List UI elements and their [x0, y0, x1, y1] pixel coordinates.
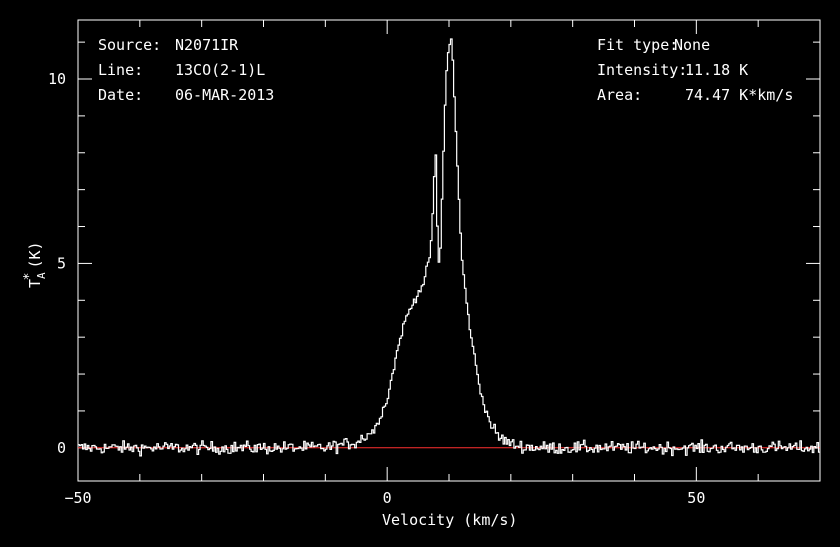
date-key: Date:: [98, 86, 143, 104]
source-key: Source:: [98, 36, 161, 54]
source-value: N2071IR: [175, 36, 239, 54]
x-axis-label: Velocity (km/s): [382, 511, 517, 529]
header-left: Source: N2071IR Line: 13CO(2-1)L Date: 0…: [98, 36, 274, 104]
line-value: 13CO(2-1)L: [175, 61, 265, 79]
fit-type-value: None: [674, 36, 710, 54]
area-key: Area:: [597, 86, 642, 104]
area-value: 74.47 K*km/s: [685, 86, 793, 104]
header-right: Fit type: None Intensity: 11.18 K Area: …: [597, 36, 793, 104]
fit-type-key: Fit type:: [597, 36, 678, 54]
y-axis-symbol: T: [26, 279, 44, 288]
y-tick-label: 0: [57, 439, 66, 457]
spectrum-line: [78, 38, 820, 457]
y-tick-label: 5: [57, 254, 66, 272]
y-axis-label: TA* (K): [22, 241, 48, 288]
y-tick-label: 10: [48, 70, 66, 88]
intensity-key: Intensity:: [597, 61, 687, 79]
x-tick-label: 50: [687, 489, 705, 507]
line-key: Line:: [98, 61, 143, 79]
x-tick-label: 0: [383, 489, 392, 507]
y-axis-unit: (K): [26, 241, 44, 268]
date-value: 06-MAR-2013: [175, 86, 274, 104]
intensity-value: 11.18 K: [685, 61, 748, 79]
y-axis-superscript: *: [22, 273, 37, 281]
x-tick-label: −50: [64, 489, 91, 507]
axis-ticks: −50 0 50 0 5 10: [48, 20, 821, 507]
y-axis-subscript: A: [35, 272, 48, 279]
svg-text:TA*(K): TA* (K): [22, 241, 48, 288]
